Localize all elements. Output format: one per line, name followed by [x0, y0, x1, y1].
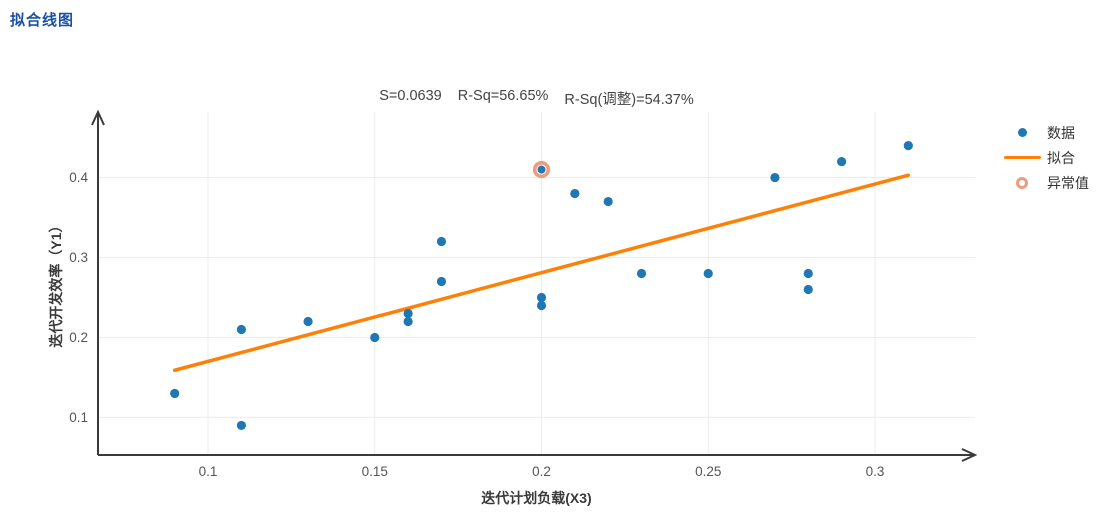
- outlier-point: [537, 165, 546, 174]
- y-tick-label: 0.4: [69, 170, 88, 185]
- data-point: [703, 268, 713, 279]
- legend-item-data[interactable]: 数据: [1003, 120, 1089, 145]
- data-point: [603, 196, 613, 207]
- data-point: [303, 316, 313, 327]
- y-tick-label: 0.3: [69, 250, 88, 265]
- gridlines: [98, 112, 975, 455]
- legend: 数据 拟合 异常值: [1003, 120, 1089, 195]
- axes: [91, 109, 978, 462]
- data-point: [170, 388, 180, 399]
- page-title: 拟合线图: [10, 12, 75, 29]
- data-point: [436, 276, 447, 287]
- stat-rsq-adjusted: R-Sq(调整)=54.37%: [564, 92, 694, 108]
- x-tick-label: 0.25: [695, 464, 721, 479]
- outlier-ring-icon: [1003, 176, 1041, 189]
- data-series: [170, 140, 913, 431]
- y-tick-label: 0.1: [69, 410, 88, 425]
- fit-line-icon: [1003, 155, 1041, 160]
- x-axis-arrow-icon: [961, 448, 978, 462]
- data-point: [803, 284, 813, 295]
- y-tick-label: 0.2: [69, 330, 88, 345]
- data-point: [236, 420, 246, 431]
- legend-label-data: 数据: [1047, 124, 1075, 141]
- legend-item-fit[interactable]: 拟合: [1003, 145, 1089, 170]
- tick-labels: 0.1 0.15 0.2 0.25 0.3 0.1 0.2 0.3 0.4: [69, 170, 884, 479]
- data-dot-icon: [1003, 128, 1041, 137]
- data-point: [236, 324, 246, 335]
- data-point: [370, 332, 380, 343]
- data-point: [536, 292, 547, 303]
- data-point: [403, 316, 413, 327]
- data-point: [903, 140, 913, 151]
- data-point: [803, 268, 813, 279]
- data-point: [536, 300, 547, 311]
- stat-rsq: R-Sq=56.65%: [457, 88, 549, 104]
- outlier-ring: [532, 160, 551, 179]
- x-tick-label: 0.1: [199, 464, 218, 479]
- data-point: [570, 188, 580, 199]
- stat-s: S=0.0639: [379, 88, 442, 104]
- x-tick-label: 0.3: [866, 464, 885, 479]
- data-point: [436, 236, 447, 247]
- x-tick-label: 0.2: [532, 464, 551, 479]
- data-point: [837, 156, 847, 167]
- legend-label-outlier: 异常值: [1047, 174, 1089, 191]
- chart-stats: S=0.0639 R-Sq=56.65% R-Sq(调整)=54.37%: [98, 88, 975, 109]
- data-point: [403, 308, 413, 319]
- y-axis-arrow-icon: [91, 109, 105, 126]
- x-axis-title: 迭代计划负载(X3): [481, 490, 592, 506]
- fit-line: [172, 173, 911, 372]
- y-axis-title: 迭代开发效率（Y1）: [48, 218, 64, 348]
- x-tick-label: 0.15: [362, 464, 388, 479]
- data-point: [770, 172, 780, 183]
- legend-label-fit: 拟合: [1047, 149, 1075, 166]
- legend-item-outlier[interactable]: 异常值: [1003, 170, 1089, 195]
- data-point: [636, 268, 647, 279]
